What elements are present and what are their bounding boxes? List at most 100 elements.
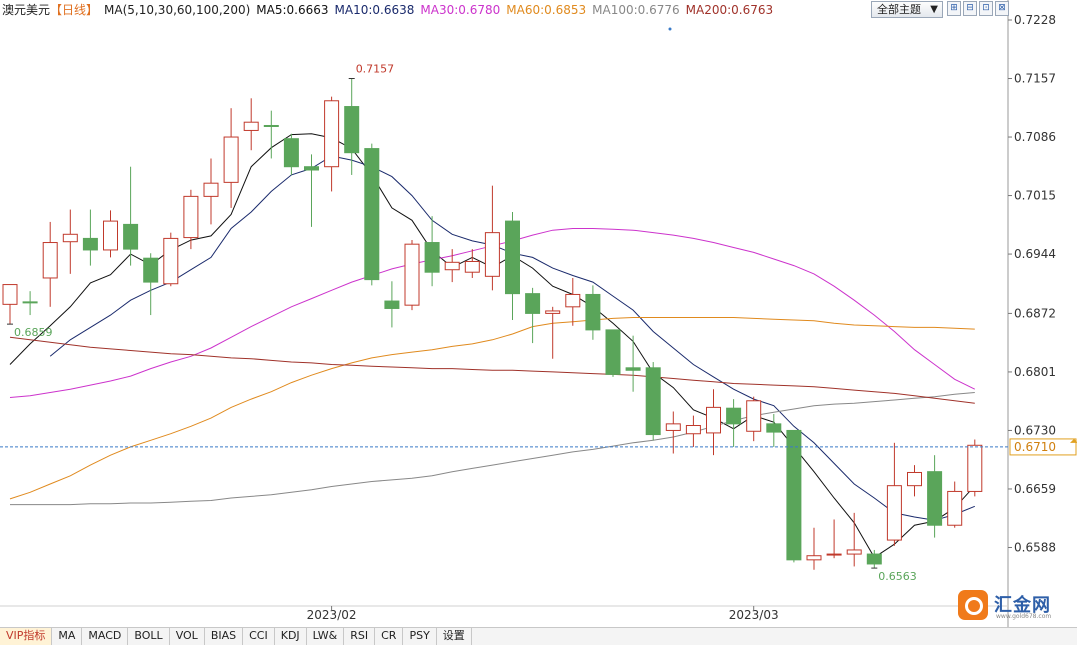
zoom-out-button[interactable]: ⊟ [963, 1, 977, 16]
logo-name: 汇金网 [994, 595, 1051, 616]
ma-params: MA(5,10,30,60,100,200) [104, 3, 251, 17]
candle-body [62, 233, 78, 243]
tab-rsi[interactable]: RSI [344, 628, 376, 645]
candle [404, 240, 420, 311]
scroll-left-button[interactable]: ⊡ [979, 1, 993, 16]
theme-select[interactable]: 全部主题 ▼ [871, 1, 943, 18]
candle [203, 158, 219, 225]
price-tick-label: 0.6872 [1014, 306, 1056, 320]
candle [947, 481, 963, 528]
zoom-in-button[interactable]: ⊞ [947, 1, 961, 16]
candle-body [183, 195, 199, 239]
candle [283, 133, 299, 175]
logo-icon [958, 590, 988, 620]
candle [625, 335, 641, 392]
last-price-tag [1009, 438, 1077, 456]
candle-body [565, 293, 581, 308]
tab-boll[interactable]: BOLL [128, 628, 170, 645]
candle [223, 108, 239, 208]
price-tick-label: 0.6801 [1014, 365, 1056, 379]
last-price-caret-icon [1070, 438, 1077, 443]
candle-body [545, 310, 561, 314]
tab-ma[interactable]: MA [52, 628, 83, 645]
candle [685, 415, 701, 447]
candle-body [947, 490, 963, 526]
tab-settings[interactable]: 设置 [437, 628, 472, 645]
candle [525, 287, 541, 344]
candle-body [424, 242, 440, 273]
candle-body [324, 100, 340, 168]
candle-body [464, 260, 480, 273]
candle-body [344, 106, 360, 154]
tab-kdj[interactable]: KDJ [275, 628, 307, 645]
tab-macd[interactable]: MACD [82, 628, 129, 645]
theme-select-label: 全部主题 [877, 3, 921, 16]
period-label[interactable]: 【日线】 [50, 3, 99, 17]
candle [304, 154, 319, 227]
zoom-out-icon: ⊟ [966, 3, 974, 13]
date-tick-label: 2023/02 [307, 608, 357, 622]
candle [384, 281, 400, 328]
price-tick-label: 0.7015 [1014, 189, 1056, 203]
candle-body [283, 138, 299, 168]
candle-body [806, 555, 822, 561]
candle-body [866, 553, 882, 565]
tab-vol[interactable]: VOL [170, 628, 205, 645]
candle [706, 389, 721, 456]
candle [22, 291, 38, 316]
candle-body [746, 400, 762, 432]
tab-cci[interactable]: CCI [243, 628, 275, 645]
chart-header: 澳元美元【日线】 MA(5,10,30,60,100,200) MA5:0.6663… [2, 1, 779, 19]
ma-line-ma200 [9, 336, 975, 404]
candle [907, 465, 922, 497]
candle [746, 396, 762, 442]
candle [484, 185, 500, 291]
candle [82, 209, 98, 266]
left-annotation: 0.6859 [14, 326, 53, 339]
candle [605, 329, 621, 377]
candle-body [766, 423, 782, 433]
tab-vip[interactable]: VIP指标 [0, 628, 53, 645]
candle [645, 362, 661, 441]
candle-body [645, 367, 661, 436]
candle [766, 413, 782, 447]
price-tick-label: 0.6659 [1014, 482, 1056, 496]
candle-body [223, 136, 239, 183]
price-tick-label: 0.6588 [1014, 540, 1056, 554]
ma10-value: MA10:0.6638 [334, 3, 415, 17]
candle-body [625, 367, 641, 371]
candle [505, 212, 520, 321]
candle [846, 512, 862, 567]
tab-bias[interactable]: BIAS [205, 628, 244, 645]
candle [143, 253, 159, 316]
candle-body [243, 121, 259, 131]
candle [103, 210, 118, 258]
scroll-right-icon: ⊠ [998, 3, 1006, 13]
candle [967, 439, 983, 497]
chevron-down-icon: ▼ [930, 4, 938, 15]
tab-cr[interactable]: CR [375, 628, 404, 645]
scroll-right-button[interactable]: ⊠ [995, 1, 1009, 16]
candle [123, 166, 139, 266]
tab-lw[interactable]: LW& [307, 628, 345, 645]
candle [424, 216, 440, 287]
candle [344, 78, 360, 175]
candle-body [706, 406, 721, 434]
candle [927, 455, 943, 538]
candle-body [505, 220, 520, 295]
candle-body [826, 553, 842, 556]
candle [886, 442, 902, 546]
date-tick-label: 2023/03 [729, 608, 779, 622]
candle-body [143, 257, 159, 283]
price-tick-label: 0.6730 [1014, 423, 1056, 437]
candle [364, 143, 380, 286]
candle-body [726, 407, 742, 425]
candle-body [927, 471, 943, 526]
candle-body [665, 423, 681, 431]
candle [444, 249, 460, 283]
candle [545, 306, 561, 359]
candle-body [404, 243, 420, 306]
candle-body [786, 429, 802, 561]
tab-psy[interactable]: PSY [403, 628, 437, 645]
